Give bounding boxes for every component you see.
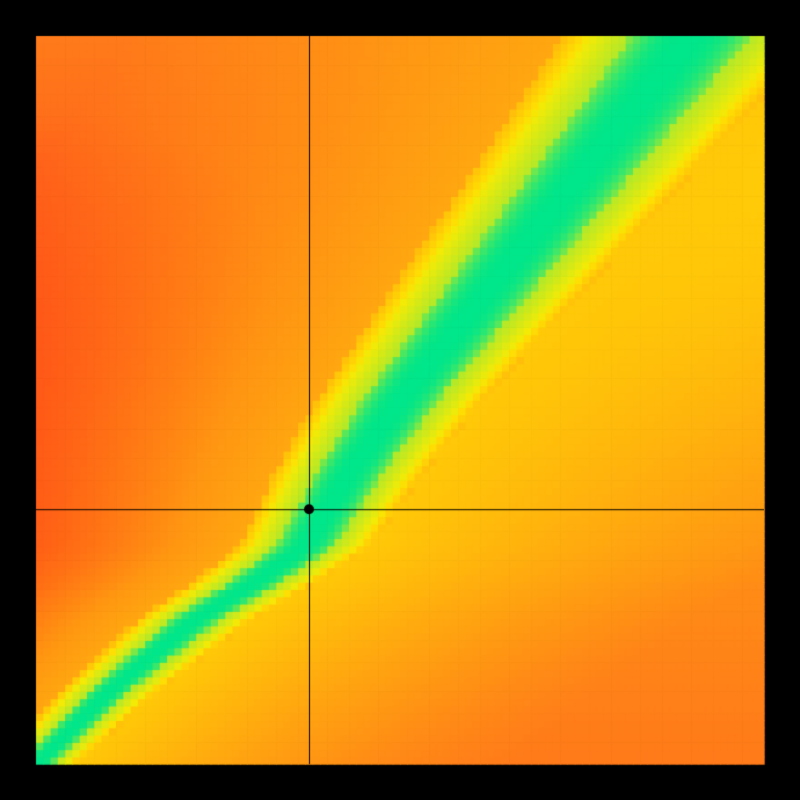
heatmap-canvas (0, 0, 800, 800)
heatmap-chart (0, 0, 800, 800)
